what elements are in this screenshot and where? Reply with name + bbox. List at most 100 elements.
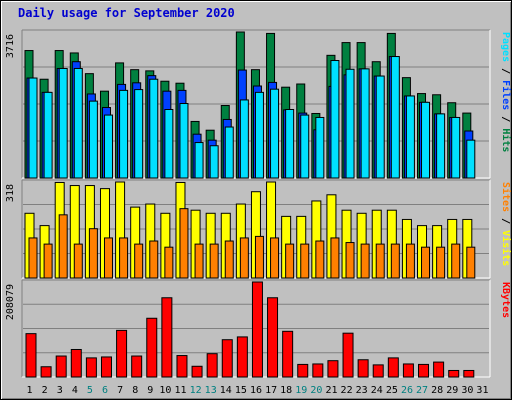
kbytes-bar-day-9 — [146, 317, 158, 378]
kbytes-bar-day-4 — [70, 348, 82, 378]
kbytes-bar-day-13 — [206, 353, 218, 378]
x-tick-label-day-26: 26 — [401, 385, 413, 396]
pages-bar-day-13 — [209, 145, 219, 179]
x-tick-label-day-13: 13 — [205, 385, 217, 396]
legend-sites: Sites — [500, 182, 512, 212]
kbytes-bar-day-27 — [418, 363, 430, 378]
x-tick-label-day-27: 27 — [416, 385, 428, 396]
pages-bar-day-6 — [103, 114, 113, 179]
pages-bar-day-16 — [254, 91, 264, 179]
kbytes-bar-day-5 — [85, 357, 97, 378]
sites-bar-day-15 — [239, 237, 249, 279]
sites-bar-day-21 — [330, 237, 340, 279]
panel-1-legend: Pages / Files / Hits — [500, 32, 512, 152]
pages-bar-day-10 — [164, 108, 174, 179]
kbytes-bar-day-20 — [312, 363, 324, 378]
kbytes-bar-day-22 — [342, 332, 354, 378]
pages-bar-day-25 — [390, 56, 400, 179]
pages-bar-day-5 — [88, 100, 98, 179]
pages-bar-day-30 — [466, 139, 476, 179]
kbytes-bar-day-26 — [402, 363, 414, 378]
x-tick-label-day-22: 22 — [341, 385, 353, 396]
kbytes-bar-day-28 — [433, 361, 445, 378]
sites-bar-day-18 — [285, 243, 295, 279]
pages-bar-day-12 — [194, 142, 204, 179]
kbytes-bar-day-30 — [463, 369, 475, 378]
pages-bar-day-17 — [270, 88, 280, 179]
sites-bar-day-20 — [315, 240, 325, 279]
kbytes-bar-day-16 — [251, 281, 263, 378]
kbytes-bar-day-29 — [448, 369, 460, 378]
sites-bar-day-22 — [345, 242, 355, 279]
x-tick-label-day-2: 2 — [42, 385, 48, 396]
x-tick-label-day-23: 23 — [356, 385, 368, 396]
x-tick-label-day-28: 28 — [431, 385, 443, 396]
pages-bar-day-20 — [315, 116, 325, 179]
pages-bar-day-19 — [300, 114, 310, 179]
x-tick-label-day-25: 25 — [386, 385, 398, 396]
sites-bar-day-5 — [88, 228, 98, 279]
kbytes-bar-day-8 — [131, 355, 143, 378]
sites-bar-day-23 — [360, 243, 370, 279]
sites-bar-day-1 — [28, 237, 38, 279]
x-tick-label-day-15: 15 — [235, 385, 247, 396]
kbytes-bar-day-19 — [297, 363, 309, 378]
x-tick-label-day-3: 3 — [57, 385, 63, 396]
kbytes-bar-day-14 — [221, 339, 233, 378]
panel-3-ymax-label: 208079 — [5, 284, 16, 320]
kbytes-bar-day-11 — [176, 355, 188, 378]
sites-bar-day-14 — [224, 240, 234, 279]
sites-bar-day-26 — [405, 243, 415, 279]
legend-pages: Pages — [500, 32, 511, 62]
sites-bar-day-28 — [436, 246, 446, 279]
sites-bar-day-29 — [451, 243, 461, 279]
legend-visits: Visits — [500, 230, 512, 266]
pages-bar-day-2 — [43, 91, 53, 179]
legend-separator: / — [500, 62, 511, 80]
panel-2-legend: Sites / Visits — [500, 182, 512, 266]
sites-bar-day-6 — [103, 237, 113, 279]
x-tick-label-day-20: 20 — [310, 385, 322, 396]
sites-bar-day-8 — [134, 243, 144, 279]
kbytes-bar-day-24 — [372, 364, 384, 378]
x-tick-label-day-31: 31 — [476, 385, 488, 396]
pages-bar-day-3 — [58, 67, 68, 179]
kbytes-bar-day-17 — [267, 297, 279, 378]
x-tick-label-day-30: 30 — [461, 385, 473, 396]
kbytes-bar-day-10 — [161, 297, 173, 378]
x-tick-label-day-11: 11 — [174, 385, 186, 396]
pages-bar-day-1 — [28, 77, 38, 179]
x-tick-label-day-5: 5 — [87, 385, 93, 396]
x-tick-label-day-17: 17 — [265, 385, 277, 396]
sites-bar-day-9 — [149, 240, 159, 279]
kbytes-bar-day-23 — [357, 359, 369, 378]
kbytes-bar-day-7 — [116, 329, 128, 378]
sites-bar-day-4 — [73, 243, 83, 279]
chart-title: Daily usage for September 2020 — [18, 6, 235, 20]
pages-bar-day-18 — [285, 108, 295, 179]
kbytes-bar-day-18 — [282, 330, 294, 378]
panel-2-ymax-label: 318 — [5, 184, 16, 202]
panel-1-ymax-label: 3716 — [5, 34, 16, 58]
x-tick-label-day-29: 29 — [446, 385, 458, 396]
pages-bar-day-28 — [436, 113, 446, 179]
legend-kbytes: KBytes — [500, 282, 511, 318]
sites-bar-day-27 — [421, 246, 431, 279]
x-tick-label-day-18: 18 — [280, 385, 292, 396]
pages-bar-day-8 — [134, 89, 144, 179]
pages-bar-day-26 — [405, 95, 415, 179]
legend-separator: / — [500, 110, 511, 128]
kbytes-bar-day-21 — [327, 360, 339, 378]
sites-bar-day-30 — [466, 246, 476, 279]
x-tick-label-day-24: 24 — [371, 385, 383, 396]
sites-bar-day-10 — [164, 246, 174, 279]
kbytes-bar-day-1 — [25, 333, 37, 378]
pages-bar-day-27 — [421, 101, 431, 179]
sites-bar-day-2 — [43, 243, 53, 279]
x-tick-label-day-16: 16 — [250, 385, 262, 396]
pages-bar-day-15 — [239, 99, 249, 179]
sites-bar-day-13 — [209, 243, 219, 279]
kbytes-bar-day-15 — [236, 336, 248, 378]
pages-bar-day-7 — [119, 89, 129, 179]
